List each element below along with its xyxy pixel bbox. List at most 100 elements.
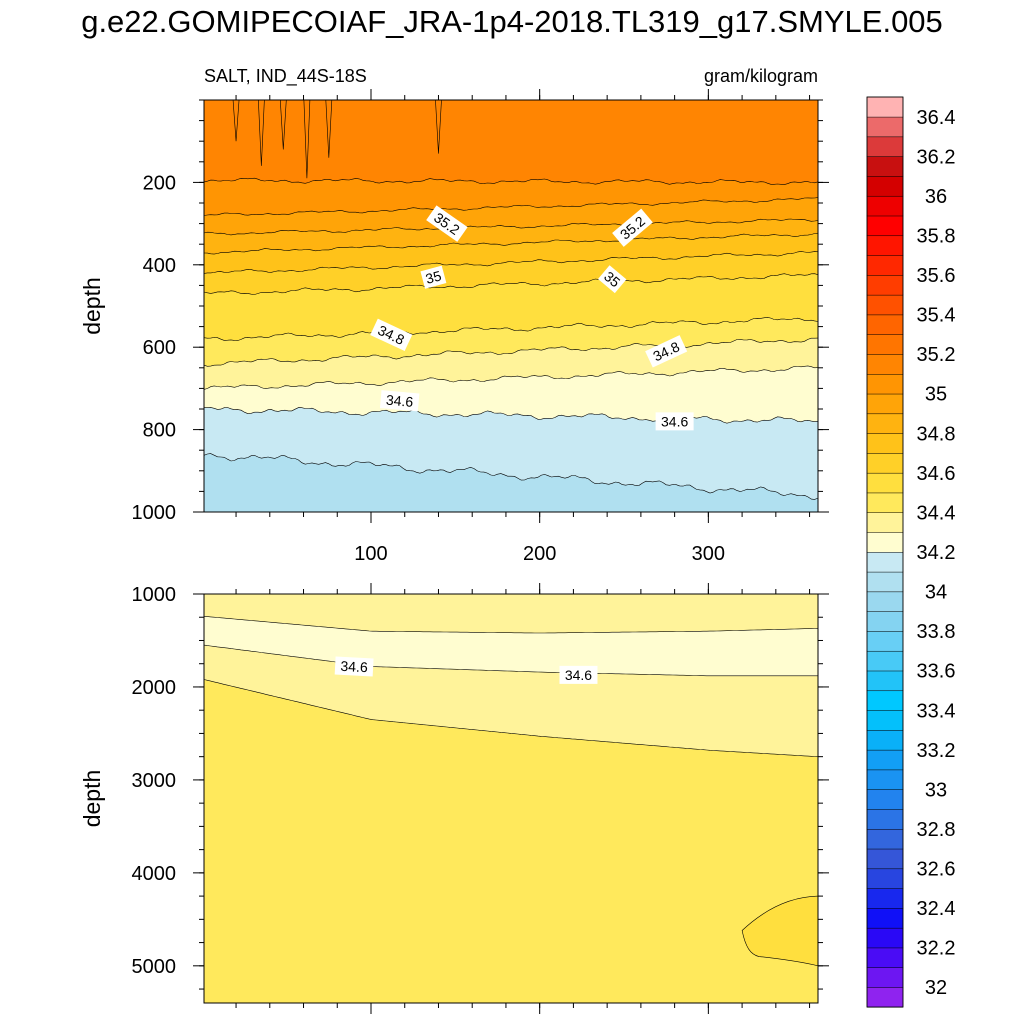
colorbar-swatch: [866, 907, 904, 929]
deep-fresh-region: [741, 895, 818, 967]
y-axis: 200 400 600 800 1000: [132, 99, 829, 524]
colorbar-label: 33: [925, 779, 947, 801]
colorbar-swatch: [866, 967, 904, 988]
colorbar-swatch: [866, 96, 904, 118]
contour-label-bg: [420, 265, 447, 289]
lower-panel: 34.6 34.6 1000 2000 3000 4000 5000 depth: [79, 583, 829, 1014]
y-tick-label: 3000: [132, 770, 177, 792]
isoline-34.5: [204, 616, 818, 634]
y-tick-label: 5000: [132, 956, 177, 978]
x-axis: 100 200 300: [235, 89, 811, 565]
colorbar-label: 32.4: [917, 898, 956, 920]
colorbar-swatch: [866, 156, 904, 177]
colorbar-swatch: [866, 116, 904, 138]
colorbar-label: 35.2: [917, 344, 956, 366]
colorbar-swatch: [866, 848, 904, 870]
colorbar-label: 36.4: [917, 107, 956, 129]
colorbar-swatch: [866, 334, 904, 355]
band-34.7: [204, 679, 818, 1003]
contour-label-bg: [379, 390, 420, 412]
upper-panel: 35.2 35.235 3534.834.834.634.6200400600800…: [79, 89, 829, 565]
spike-line: [435, 100, 442, 154]
colorbar-swatch: [866, 353, 904, 375]
colorbar-swatch: [866, 492, 904, 513]
colorbar-swatch: [866, 749, 904, 771]
colorbar-swatch: [866, 868, 904, 889]
colorbar-swatch: [866, 512, 904, 533]
spike-line: [325, 100, 333, 158]
colorbar-swatch: [866, 215, 904, 237]
colorbar-label: 35.4: [917, 305, 956, 327]
colorbar-label: 32.2: [917, 938, 956, 960]
isoline-34.7: [204, 679, 818, 757]
colorbar-label: 35: [925, 384, 947, 406]
isoline-34.3: [204, 453, 818, 500]
colorbar-swatch: [866, 452, 904, 474]
colorbar-label: 36: [925, 186, 947, 208]
isoline-35.2: [204, 197, 818, 216]
colorbar-swatch: [866, 472, 904, 494]
colorbar-swatch: [866, 789, 904, 810]
colorbar-swatch: [866, 710, 904, 731]
colorbar-label: 33.6: [917, 661, 956, 683]
colorbar-swatch: [866, 551, 904, 573]
colorbar-swatch: [866, 314, 904, 335]
contour-label: 34.6: [340, 658, 368, 675]
contour-label-bg: [334, 656, 374, 677]
colorbar-label: 34.4: [917, 502, 956, 524]
colorbar-swatch: [866, 630, 904, 652]
contour-fills: [204, 594, 818, 1003]
contour-label: 34.6: [385, 392, 414, 410]
colorbar-label: 34: [925, 582, 947, 604]
y-tick-label: 800: [143, 420, 176, 442]
contour-label-bg: [597, 265, 627, 294]
contour-label-bg: [370, 318, 413, 352]
colorbar-swatch: [866, 393, 904, 415]
colorbar-label: 34.2: [917, 542, 956, 564]
contour-label-bg: [559, 665, 598, 684]
colorbar-swatch: [866, 808, 904, 830]
band-34.3: [204, 453, 818, 512]
colorbar-label: 33.8: [917, 621, 956, 643]
plot-frame: [203, 593, 819, 1004]
spike-line: [279, 100, 287, 150]
colorbar: 32 32.2 32.4 32.6 32.8 33 33.2 33.4 33.6 33.8 34 34…: [866, 96, 956, 1008]
contour-label-box: 35: [420, 265, 447, 289]
contour-label-bg: [655, 412, 694, 431]
colorbar-swatch: [866, 175, 904, 197]
colorbar-label: 36.2: [917, 146, 956, 168]
colorbar-swatch: [866, 888, 904, 909]
colorbar-swatch: [866, 611, 904, 632]
colorbar-swatch: [866, 947, 904, 968]
units-label: gram/kilogram: [704, 66, 818, 86]
isoline-35.3: [204, 177, 818, 185]
colorbar-swatch: [866, 255, 904, 276]
isoline-34.6: [204, 337, 818, 367]
contour-label-box: 35: [597, 265, 627, 294]
contour-label-bg: [426, 205, 468, 242]
y-axis-label: depth: [79, 277, 105, 335]
isoline-34.7: [204, 316, 818, 341]
contour-fills: [204, 100, 818, 512]
contour-label-bg: [612, 208, 653, 247]
colorbar-label: 32.6: [917, 859, 956, 881]
y-tick-label: 600: [143, 337, 176, 359]
contour-lines: [204, 100, 818, 500]
colorbar-swatch: [866, 650, 904, 672]
y-tick-label: 2000: [132, 677, 177, 699]
colorbar-swatch: [866, 591, 904, 612]
y-tick-label: 400: [143, 255, 176, 277]
spike-line: [232, 100, 240, 142]
y-tick-label: 1000: [132, 502, 177, 524]
contour-label: 35: [424, 267, 443, 287]
isoline-35: [204, 232, 818, 255]
spike-line: [303, 100, 311, 179]
isoline-34.4: [204, 407, 818, 424]
colorbar-swatch: [866, 531, 904, 553]
colorbar-label: 32.8: [917, 819, 956, 841]
colorbar-swatch: [866, 433, 904, 454]
contour-label-box: 34.6: [379, 390, 420, 412]
colorbar-swatch: [866, 571, 904, 593]
colorbar-swatch: [866, 136, 904, 157]
